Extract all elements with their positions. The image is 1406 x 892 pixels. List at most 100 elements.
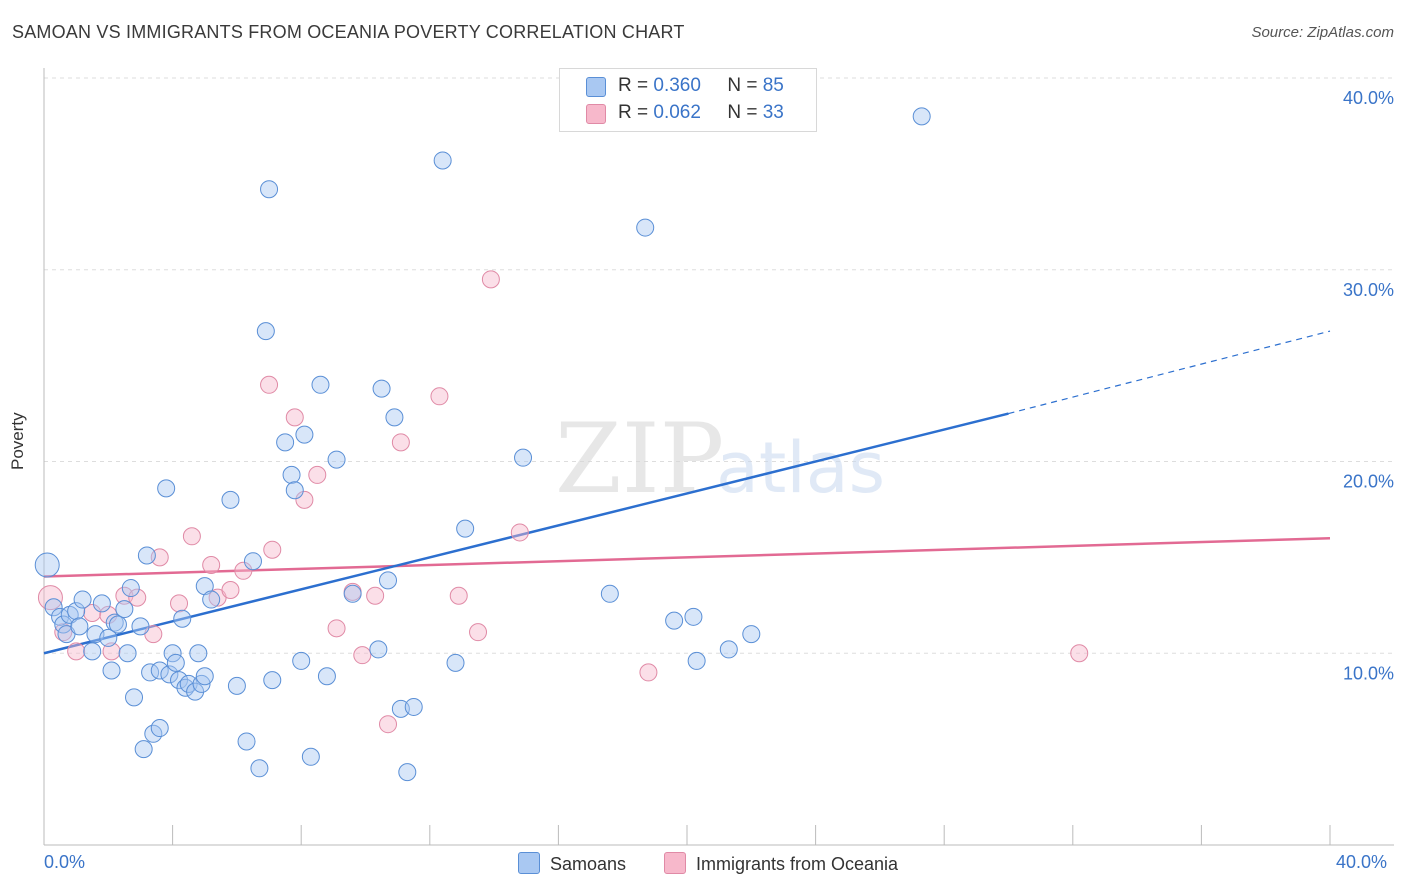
samoans-point-15 [108, 615, 127, 634]
oceania-point-21 [327, 619, 346, 638]
oceania-point-24 [366, 586, 385, 605]
samoans-point-6 [67, 602, 86, 621]
oceania-point-4 [99, 605, 118, 624]
oceania-point-16 [260, 375, 279, 394]
samoans-point-27 [157, 479, 176, 498]
oceania-point-23 [353, 646, 372, 665]
chart-title: SAMOAN VS IMMIGRANTS FROM OCEANIA POVERT… [12, 22, 685, 42]
oceania-point-18 [285, 408, 304, 427]
samoans-point-46 [256, 322, 275, 341]
oceania-point-28 [449, 586, 468, 605]
samoans-point-25 [150, 661, 169, 680]
n-value-oceania: 33 [762, 102, 784, 123]
y-tick-label-3: 40.0% [1343, 88, 1394, 108]
samoans-point-42 [227, 676, 246, 695]
oceania-point-31 [510, 523, 529, 542]
samoans-point-21 [134, 740, 153, 759]
samoans-point-77 [912, 107, 931, 126]
samoans-point-20 [131, 617, 150, 636]
samoans-legend-swatch [518, 852, 540, 874]
samoans-point-19 [125, 688, 144, 707]
points-layer [34, 107, 1089, 782]
samoans-point-8 [73, 590, 92, 609]
legend-item-samoans: Samoans [518, 852, 626, 875]
samoans-point-59 [369, 640, 388, 659]
samoans-point-51 [285, 481, 304, 500]
oceania-point-10 [170, 594, 189, 613]
samoans-point-17 [118, 644, 137, 663]
oceania-point-20 [308, 465, 327, 484]
samoans-point-58 [343, 584, 362, 603]
samoans-swatch [586, 77, 606, 97]
oceania-point-12 [202, 556, 221, 575]
x-tick-label-max: 40.0% [1336, 852, 1388, 872]
samoans-point-54 [301, 747, 320, 766]
y-tick-label-1: 20.0% [1343, 472, 1394, 492]
samoans-point-36 [189, 644, 208, 663]
samoans-point-13 [102, 661, 121, 680]
samoans-point-28 [160, 665, 179, 684]
oceania-point-1 [54, 623, 73, 642]
oceania-point-33 [1070, 644, 1089, 663]
samoans-point-11 [92, 594, 111, 613]
samoans-point-56 [317, 667, 336, 686]
samoans-point-7 [70, 617, 89, 636]
oceania-point-3 [83, 603, 102, 622]
samoans-point-61 [379, 571, 398, 590]
legend-samoans-label: Samoans [550, 854, 627, 874]
trend-layer [43, 330, 1331, 655]
samoans-point-29 [163, 644, 182, 663]
samoans-point-68 [456, 519, 475, 538]
samoans-point-67 [446, 653, 465, 672]
y-tick-label-0: 10.0% [1343, 663, 1394, 683]
samoans-point-47 [260, 180, 279, 199]
samoans-point-74 [687, 651, 706, 670]
samoans-point-66 [433, 151, 452, 170]
trend-line-samoans [43, 412, 1009, 655]
oceania-point-25 [379, 715, 398, 734]
samoans-point-55 [311, 375, 330, 394]
oceania-legend-swatch [664, 852, 686, 874]
samoans-point-50 [282, 465, 301, 484]
samoans-point-34 [179, 674, 198, 693]
samoans-point-65 [404, 697, 423, 716]
samoans-point-62 [385, 408, 404, 427]
r-label: R = [618, 75, 649, 96]
oceania-point-32 [639, 663, 658, 682]
samoans-point-40 [202, 590, 221, 609]
samoans-point-26 [150, 719, 169, 738]
oceania-point-19 [295, 490, 314, 509]
samoans-point-45 [250, 759, 269, 778]
samoans-point-41 [221, 490, 240, 509]
watermark: ZIP atlas [555, 403, 885, 515]
y-tick-labels: 10.0% 20.0% 30.0% 40.0% [1343, 88, 1394, 683]
legend-oceania-label: Immigrants from Oceania [696, 854, 899, 874]
correlation-legend: R = 0.360 N = 85 R = 0.062 N = 33 [559, 68, 817, 132]
samoans-point-1 [44, 598, 63, 617]
samoans-point-22 [137, 546, 156, 565]
oceania-point-0 [37, 585, 63, 611]
samoans-point-9 [83, 642, 102, 661]
samoans-point-30 [166, 653, 185, 672]
legend-item-oceania: Immigrants from Oceania [664, 852, 898, 875]
samoans-point-53 [295, 425, 314, 444]
samoans-point-72 [665, 611, 684, 630]
samoans-point-48 [263, 671, 282, 690]
samoans-point-70 [600, 584, 619, 603]
trend-extension-samoans [1008, 330, 1331, 415]
watermark-zip: ZIP [555, 403, 724, 515]
samoans-point-0 [34, 552, 60, 578]
samoans-point-49 [276, 433, 295, 452]
samoans-point-12 [99, 628, 118, 647]
watermark-atlas: atlas [716, 427, 885, 509]
r-value-oceania: 0.062 [653, 102, 701, 123]
r-label: R = [618, 102, 649, 123]
samoans-point-39 [195, 667, 214, 686]
oceania-point-29 [469, 623, 488, 642]
oceania-swatch [586, 104, 606, 124]
samoans-point-57 [327, 450, 346, 469]
samoans-point-60 [372, 379, 391, 398]
n-value-samoans: 85 [762, 75, 784, 96]
samoans-point-75 [719, 640, 738, 659]
